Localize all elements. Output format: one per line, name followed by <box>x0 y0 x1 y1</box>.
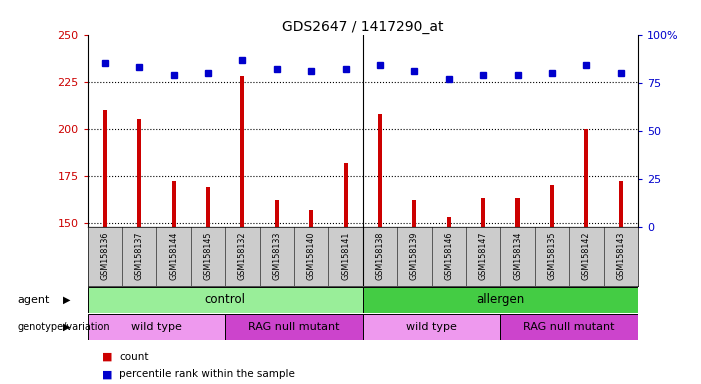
Text: GSM158135: GSM158135 <box>547 231 557 280</box>
Bar <box>447 217 451 227</box>
Bar <box>378 114 382 227</box>
Text: ▶: ▶ <box>63 295 71 305</box>
Text: wild type: wild type <box>131 322 182 332</box>
Bar <box>225 314 363 340</box>
Text: percentile rank within the sample: percentile rank within the sample <box>119 369 295 379</box>
Text: ■: ■ <box>102 352 112 362</box>
Title: GDS2647 / 1417290_at: GDS2647 / 1417290_at <box>282 20 444 33</box>
Bar <box>206 187 210 227</box>
Text: GSM158141: GSM158141 <box>341 231 350 280</box>
Bar <box>363 314 501 340</box>
Bar <box>309 210 313 227</box>
Bar <box>275 200 279 227</box>
Text: GSM158145: GSM158145 <box>203 231 212 280</box>
Bar <box>501 314 638 340</box>
Text: GSM158138: GSM158138 <box>376 231 384 280</box>
Bar <box>343 162 348 227</box>
Bar <box>240 76 245 227</box>
Bar <box>481 198 485 227</box>
Text: GSM158142: GSM158142 <box>582 231 591 280</box>
Text: GSM158140: GSM158140 <box>306 231 315 280</box>
Text: GSM158144: GSM158144 <box>169 231 178 280</box>
Bar <box>412 200 416 227</box>
Bar <box>172 181 176 227</box>
Text: GSM158137: GSM158137 <box>135 231 144 280</box>
Bar <box>584 129 588 227</box>
Bar <box>515 198 519 227</box>
Bar <box>619 181 622 227</box>
Text: allergen: allergen <box>476 293 524 306</box>
Text: agent: agent <box>18 295 50 305</box>
Bar <box>88 314 225 340</box>
Text: ■: ■ <box>102 369 112 379</box>
Bar <box>103 110 107 227</box>
Text: GSM158143: GSM158143 <box>616 231 625 280</box>
Text: GSM158147: GSM158147 <box>479 231 488 280</box>
Text: ▶: ▶ <box>63 322 71 332</box>
Text: GSM158134: GSM158134 <box>513 231 522 280</box>
Text: count: count <box>119 352 149 362</box>
Text: genotype/variation: genotype/variation <box>18 322 110 332</box>
Bar <box>363 287 638 313</box>
Text: RAG null mutant: RAG null mutant <box>248 322 340 332</box>
Text: GSM158133: GSM158133 <box>272 231 281 280</box>
Text: GSM158139: GSM158139 <box>410 231 419 280</box>
Bar <box>137 119 142 227</box>
Bar <box>550 185 554 227</box>
Text: GSM158132: GSM158132 <box>238 231 247 280</box>
Text: control: control <box>205 293 245 306</box>
Bar <box>88 287 363 313</box>
Text: GSM158136: GSM158136 <box>100 231 109 280</box>
Text: wild type: wild type <box>406 322 457 332</box>
Text: GSM158146: GSM158146 <box>444 231 454 280</box>
Text: RAG null mutant: RAG null mutant <box>524 322 615 332</box>
